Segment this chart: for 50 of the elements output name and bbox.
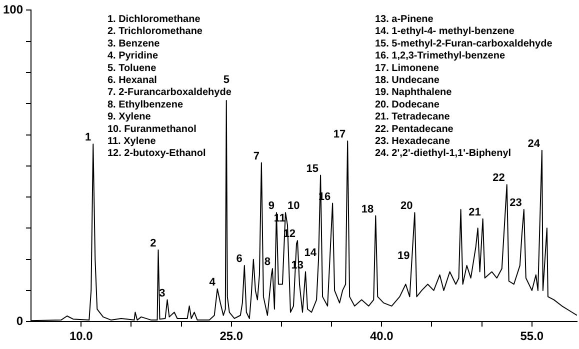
annotation: 21. Tetradecane (374, 112, 450, 123)
annotation: 20 (400, 200, 413, 212)
annotation: 3 (159, 287, 166, 300)
annotation: 1. Dichloromethane (107, 14, 201, 25)
annotation: 18. Undecane (374, 74, 440, 86)
annotation: 16. 1,2,3-Trimethyl-benzene (374, 50, 506, 62)
annotation: 14 (304, 246, 318, 259)
annotation: 7 (253, 150, 260, 162)
annotation: 1 (85, 132, 92, 144)
x-tick-label: 55.0 (520, 329, 544, 344)
annotation: 17. Limonene (374, 62, 440, 74)
annotation: 11. Xylene (107, 136, 156, 147)
annotation: 20. Dodecane (374, 99, 440, 110)
annotation: 8 (264, 256, 270, 268)
annotation: 13. a-Pinene (374, 14, 434, 25)
y-tick-label: 0 (16, 314, 24, 328)
y-tick-label: 100 (2, 2, 24, 17)
annotation: 9 (268, 200, 274, 212)
annotation: 19. Naphthalene (374, 87, 452, 98)
annotation: 12. 2-butoxy-Ethanol (107, 148, 206, 160)
annotation: 6 (236, 253, 242, 266)
annotation: 4. Pyridine (107, 50, 158, 62)
annotation: 19 (397, 250, 410, 262)
annotation: 15 (306, 162, 319, 175)
annotation: 18 (361, 203, 374, 216)
annotation: 24. 2',2'-diethyl-1,1'-Biphenyl (374, 148, 512, 160)
annotation: 14. 1-ethyl-4- methyl-benzene (374, 26, 515, 38)
annotation: 10 (287, 200, 300, 212)
annotation: 3. Benzene (107, 38, 160, 50)
annotation: 10. Furanmethanol (107, 124, 197, 135)
annotation: 9. Xylene (107, 112, 152, 123)
annotation: 5. Toluene (107, 62, 157, 74)
annotation: 6. Hexanal (107, 74, 158, 86)
annotation: 17 (333, 128, 346, 141)
x-tick-label: 10.0 (69, 329, 94, 344)
annotation: 2 (150, 238, 156, 250)
annotation: 22. Pentadecane (374, 124, 454, 135)
annotation: 7. 2-Furancarboxaldehyde (107, 87, 232, 98)
annotation: 21 (468, 206, 481, 218)
annotation: 23. Hexadecane (374, 136, 450, 147)
x-tick-label: 40.0 (370, 329, 394, 344)
annotation: 22 (492, 172, 505, 184)
annotation: 15. 5-methyl-2-Furan-carboxaldehyde (374, 38, 553, 50)
annotation: 24 (528, 138, 541, 150)
annotation: 2. Trichloromethane (107, 26, 203, 38)
annotation: 5 (223, 74, 230, 86)
x-tick-label: 25.0 (220, 329, 244, 344)
annotation: 4 (209, 276, 216, 288)
annotation: 8. Ethylbenzene (107, 99, 184, 110)
annotation: 23 (510, 197, 522, 210)
